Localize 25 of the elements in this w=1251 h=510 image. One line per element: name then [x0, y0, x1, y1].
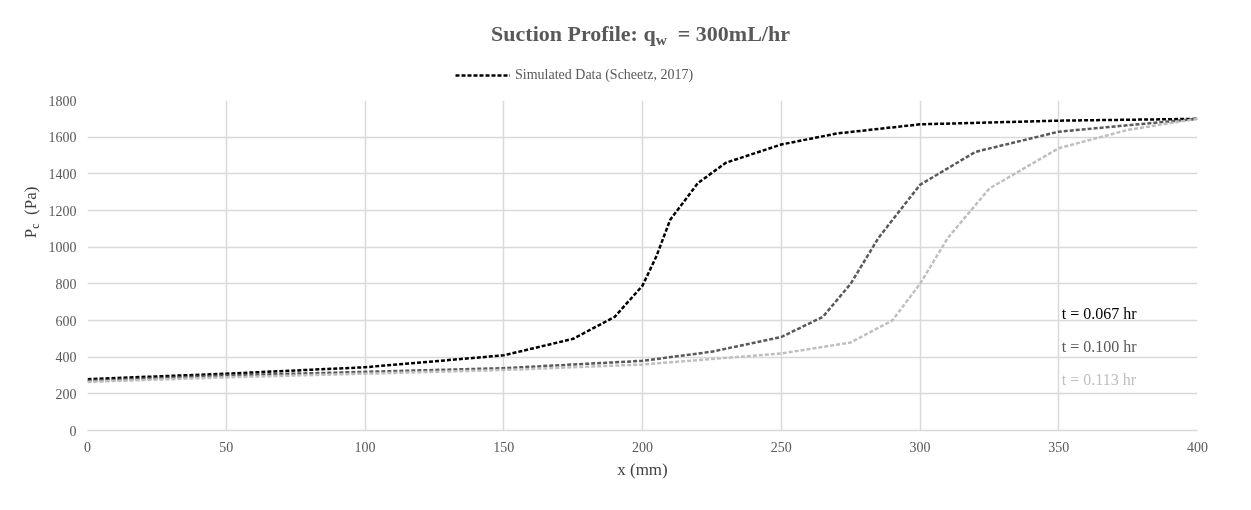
y-tick-label: 1200	[48, 203, 77, 219]
annotation: t = 0.100 hr	[1061, 337, 1138, 355]
annotation: t = 0.067 hr	[1061, 304, 1138, 322]
x-tick-label: 350	[1048, 439, 1070, 455]
y-axis-title: Pc (Pa)	[21, 186, 42, 239]
y-tick-label: 0	[69, 423, 77, 439]
annotation: t = 0.113 hr	[1061, 370, 1137, 388]
x-axis-title: x (mm)	[617, 459, 668, 479]
x-tick-label: 200	[632, 439, 653, 455]
x-tick-label: 100	[354, 439, 376, 455]
legend-label: Simulated Data (Scheetz, 2017)	[515, 67, 694, 83]
x-tick-label: 150	[493, 439, 515, 455]
x-tick-label: 50	[219, 439, 234, 455]
x-tick-label: 400	[1187, 439, 1208, 455]
y-tick-label: 1000	[48, 240, 77, 256]
y-tick-label: 1600	[48, 130, 77, 146]
y-tick-label: 1800	[48, 93, 77, 109]
y-tick-label: 600	[55, 313, 77, 329]
x-tick-label: 0	[84, 439, 91, 455]
y-tick-label: 800	[55, 276, 77, 292]
x-tick-label: 300	[909, 439, 931, 455]
y-tick-label: 200	[55, 386, 77, 402]
y-tick-label: 1400	[48, 166, 77, 182]
y-tick-label: 400	[55, 350, 77, 366]
x-tick-label: 250	[770, 439, 792, 455]
